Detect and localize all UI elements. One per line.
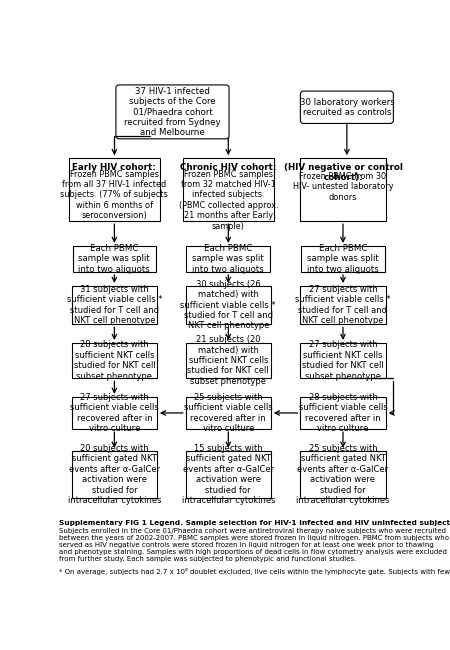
Bar [69,158,160,221]
Text: Early HIV cohort:: Early HIV cohort: [72,162,156,172]
Text: Each PBMC
sample was split
into two aliquots: Each PBMC sample was split into two aliq… [307,244,379,274]
Bar [186,396,271,429]
Text: 31 subjects with
sufficient viable cells *
studied for T cell and
NKT cell pheno: 31 subjects with sufficient viable cells… [67,285,162,325]
Text: 37 HIV-1 infected
subjects of the Core
01/Phaedra cohort
recruited from Sydney
a: 37 HIV-1 infected subjects of the Core 0… [124,86,221,137]
Text: 27 subjects with
sufficient viable cells *
studied for T cell and
NKT cell pheno: 27 subjects with sufficient viable cells… [295,285,391,325]
Bar [186,246,270,272]
Text: Frozen PBMC from 30
HIV- untested laboratory
donors: Frozen PBMC from 30 HIV- untested labora… [293,172,393,202]
Bar [72,343,157,378]
Text: 20 subjects with
sufficient gated NKT
events after α-GalCer
activation were
stud: 20 subjects with sufficient gated NKT ev… [68,444,161,505]
Bar [186,450,271,499]
Text: 30 subjects (26
matched) with
sufficient viable cells *
studied for T cell and
N: 30 subjects (26 matched) with sufficient… [180,280,276,330]
Text: (HIV negative or control
cohort):: (HIV negative or control cohort): [284,162,402,182]
Bar [301,246,385,272]
Text: 21 subjects (20
matched) with
sufficient NKT cells
studied for NKT cell
subset p: 21 subjects (20 matched) with sufficient… [188,335,269,386]
Bar [72,286,157,324]
Bar [301,343,386,378]
Bar [72,246,156,272]
Bar [301,158,386,221]
Text: 28 subjects with
sufficient NKT cells
studied for NKT cell
subset phenotype: 28 subjects with sufficient NKT cells st… [73,341,155,381]
Bar [72,450,157,499]
Text: 28 subjects with
sufficient viable cells
recovered after in
vitro culture: 28 subjects with sufficient viable cells… [299,393,387,433]
Bar [186,286,271,324]
FancyBboxPatch shape [301,91,393,124]
FancyBboxPatch shape [116,85,229,139]
Text: 27 subjects with
sufficient viable cells
recovered after in
vitro culture: 27 subjects with sufficient viable cells… [70,393,159,433]
Text: 27 subjects with
sufficient NKT cells
studied for NKT cell
subset phenotype: 27 subjects with sufficient NKT cells st… [302,341,384,381]
Text: Chronic HIV cohort:: Chronic HIV cohort: [180,162,277,172]
Bar [72,396,157,429]
Text: * On average, subjects had 2.7 x 10⁸ doublet excluded, live cells within the lym: * On average, subjects had 2.7 x 10⁸ dou… [59,567,450,575]
Bar [301,396,386,429]
Text: 30 laboratory workers
recruited as controls: 30 laboratory workers recruited as contr… [300,98,394,117]
Bar [301,286,386,324]
Text: Supplementary FIG 1 Legend. Sample selection for HIV-1 infected and HIV uninfect: Supplementary FIG 1 Legend. Sample selec… [59,520,450,526]
Text: Subjects enrolled in the Core 01/Phaedra cohort were antiretroviral therapy naiv: Subjects enrolled in the Core 01/Phaedra… [59,528,450,562]
Text: Frozen PBMC samples
from 32 matched HIV-1
infected subjects.
(PBMC collected app: Frozen PBMC samples from 32 matched HIV-… [179,170,278,231]
Text: Each PBMC
sample was split
into two aliquots: Each PBMC sample was split into two aliq… [78,244,150,274]
Bar [301,450,386,499]
Text: 25 subjects with
sufficient viable cells
recovered after in
vitro culture: 25 subjects with sufficient viable cells… [184,393,273,433]
Text: 15 subjects with
sufficient gated NKT
events after α-GalCer
activation were
stud: 15 subjects with sufficient gated NKT ev… [181,444,275,505]
Text: Frozen PBMC samples
from all 37 HIV-1 infected
subjects. (77% of subjects
within: Frozen PBMC samples from all 37 HIV-1 in… [60,170,168,220]
Bar [183,158,274,221]
Text: 25 subjects with
sufficient gated NKT
events after α-GalCer
activation were
stud: 25 subjects with sufficient gated NKT ev… [296,444,390,505]
Text: Each PBMC
sample was split
into two aliquots: Each PBMC sample was split into two aliq… [193,244,264,274]
Bar [186,343,271,378]
